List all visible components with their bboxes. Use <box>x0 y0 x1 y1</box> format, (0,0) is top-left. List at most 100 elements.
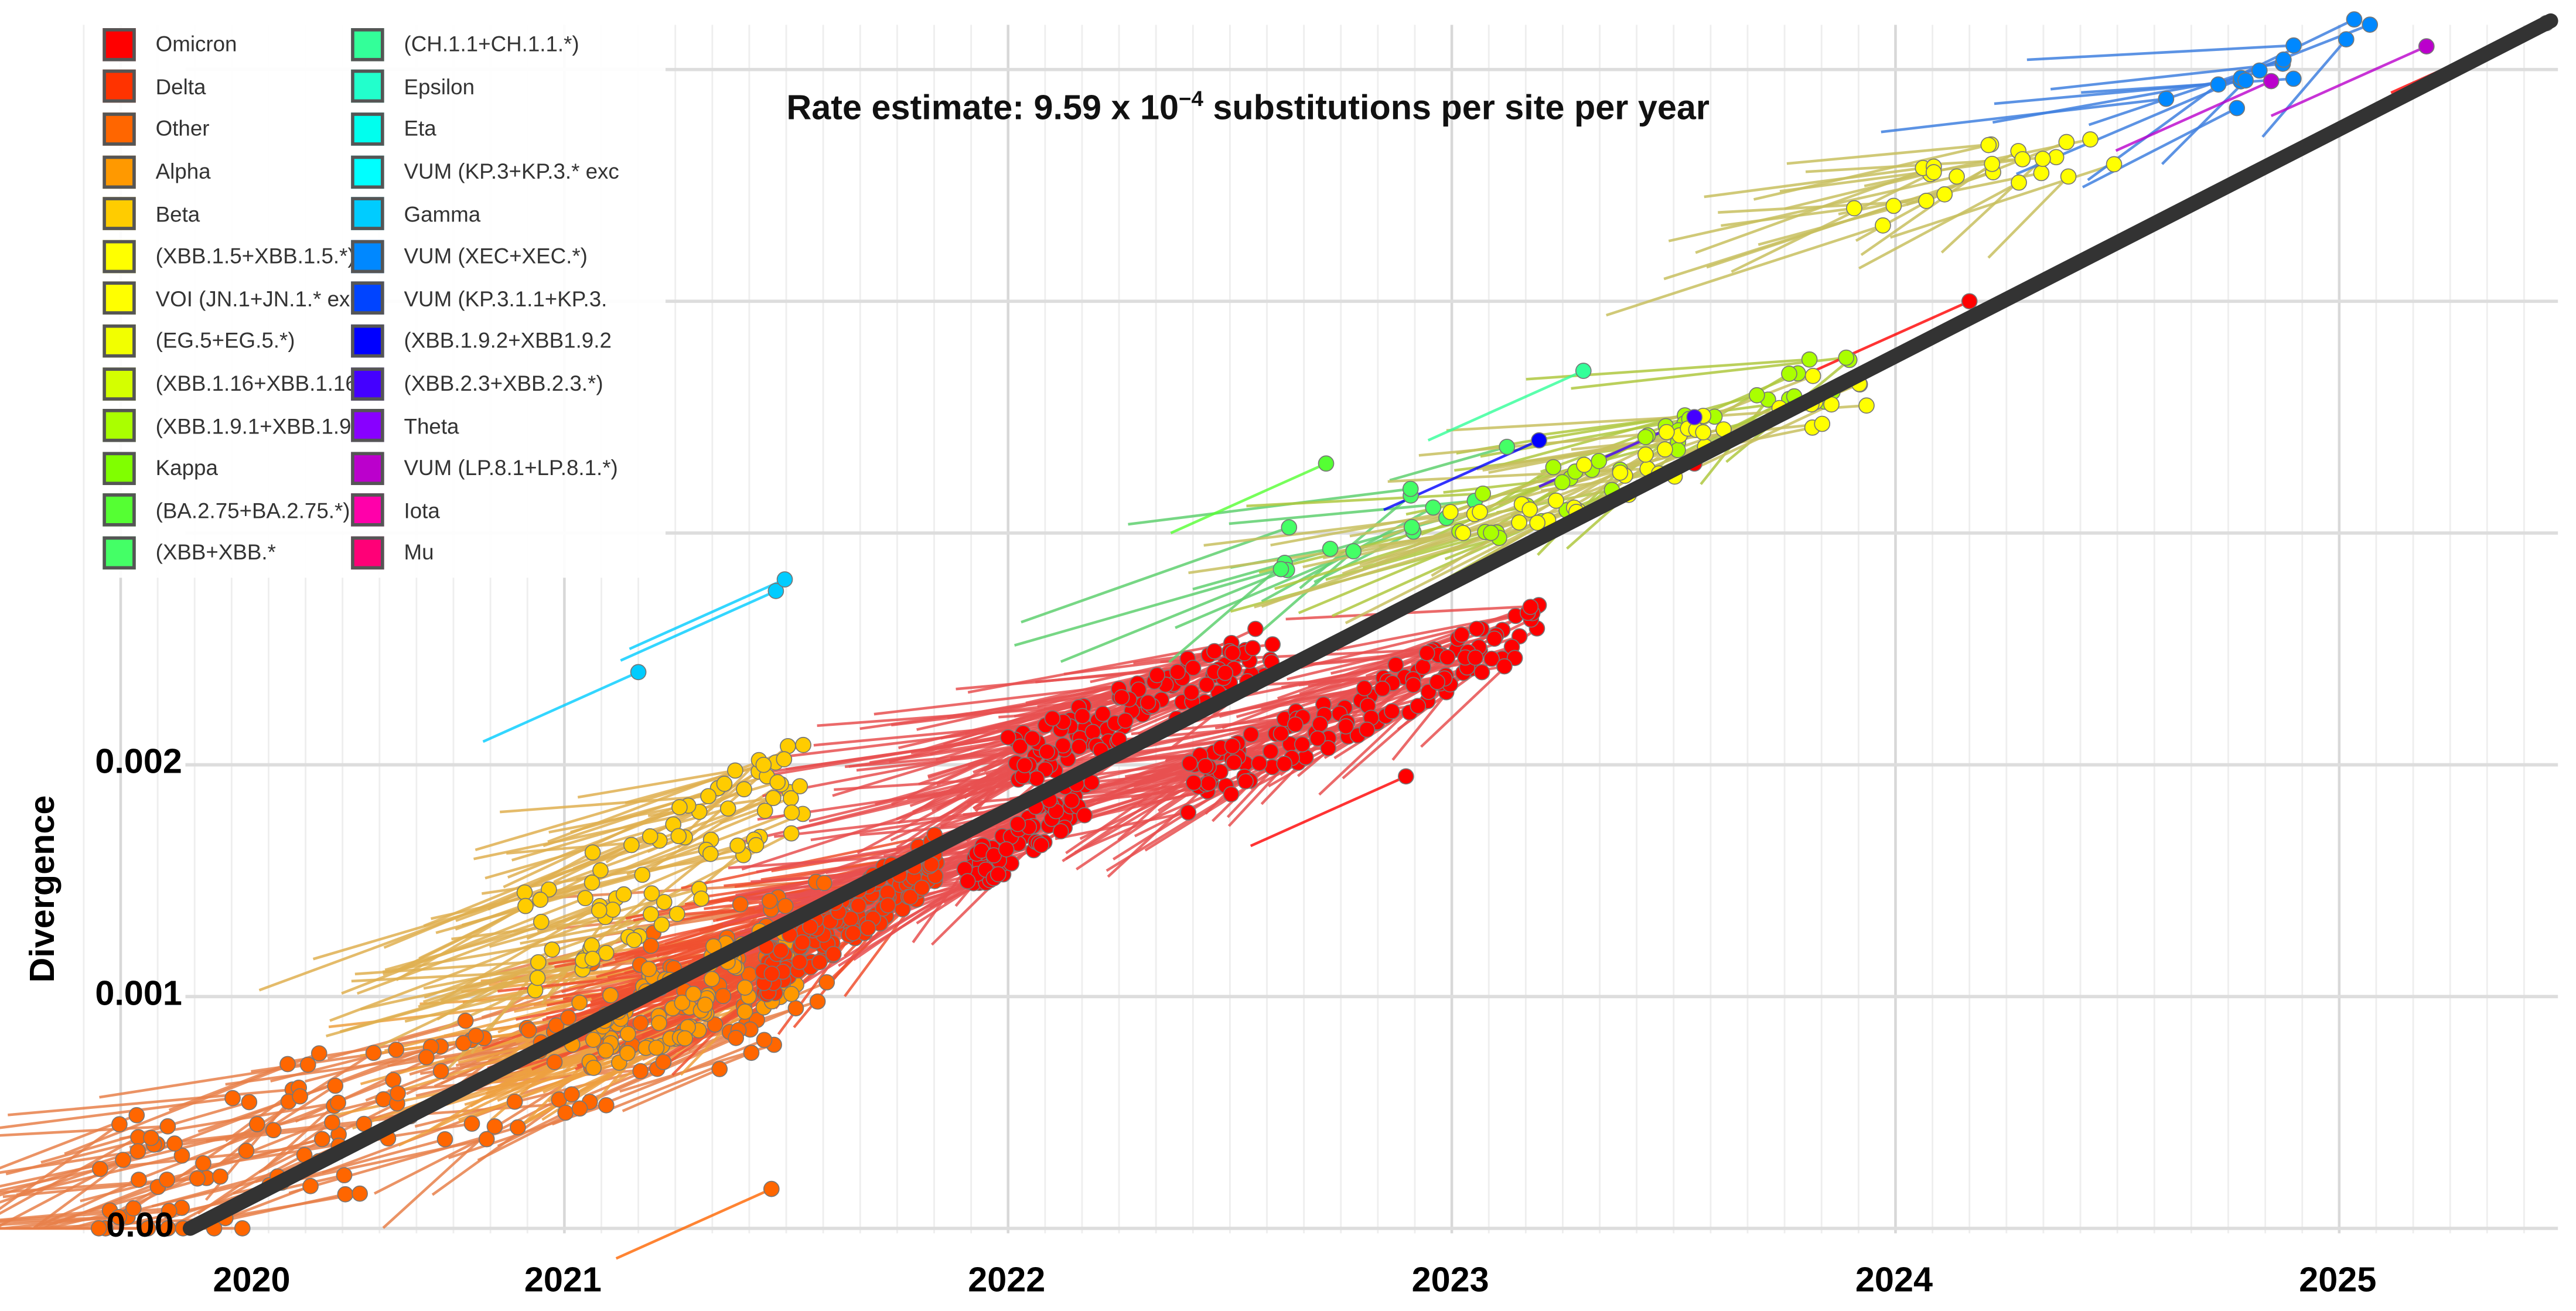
point-beta <box>670 828 687 845</box>
point-omicron <box>990 866 1006 883</box>
point-omicron <box>1224 644 1241 661</box>
legend-item[interactable]: (BA.2.75+BA.2.75.*) <box>103 489 351 531</box>
point-omicron <box>1169 664 1186 680</box>
branch-jn-1 <box>1889 163 2115 239</box>
point-other <box>728 1030 745 1046</box>
legend-item[interactable]: Epsilon <box>351 66 666 108</box>
legend-swatch <box>351 367 384 400</box>
legend-item[interactable]: Iota <box>351 489 666 531</box>
legend-item[interactable]: VOI (JN.1+JN.1.* exclu <box>103 278 351 320</box>
point-beta <box>769 774 786 791</box>
branch <box>629 578 786 650</box>
branch-alpha <box>458 1066 595 1124</box>
point-beta <box>533 913 550 930</box>
branch-beta <box>685 759 760 835</box>
branch-other <box>295 1042 464 1123</box>
legend-item[interactable]: Theta <box>351 405 666 447</box>
point-alpha <box>704 971 720 988</box>
legend-item[interactable]: (XBB.1.5+XBB.1.5.*) <box>103 235 351 277</box>
legend-item[interactable]: VUM (XEC+XEC.*) <box>351 235 666 277</box>
branch-other <box>0 1097 233 1129</box>
legend-item[interactable]: (XBB+XBB.* <box>103 531 351 573</box>
legend-item[interactable]: VUM (LP.8.1+LP.8.1.*) <box>351 447 666 489</box>
point-omicron <box>1055 737 1072 754</box>
point-omicron <box>1439 649 1456 665</box>
point-xbb <box>1345 543 1362 559</box>
point-other <box>234 1220 251 1237</box>
point-other <box>436 1131 453 1148</box>
branch-beta <box>437 977 539 1080</box>
point-other <box>375 1091 392 1108</box>
point-beta <box>702 845 719 862</box>
point <box>763 1180 780 1197</box>
point-xbb <box>1272 561 1289 578</box>
point-omicron <box>999 729 1016 746</box>
point-other <box>506 1093 523 1110</box>
legend-swatch <box>351 494 384 527</box>
point-beta <box>626 931 643 948</box>
branch-omicron <box>859 688 1139 730</box>
point-xec <box>2338 31 2355 47</box>
legend-item[interactable]: Alpha <box>103 151 351 193</box>
point-other <box>279 1056 296 1073</box>
point-other <box>388 1042 405 1058</box>
legend-item[interactable]: Kappa <box>103 447 351 489</box>
point-other <box>560 1009 576 1026</box>
point-beta <box>544 941 561 958</box>
legend-label: (XBB.1.5+XBB.1.5.*) <box>155 244 352 269</box>
point-jn-1 <box>2033 165 2050 182</box>
legend-item[interactable]: (XBB.1.9.1+XBB.1.9.1. <box>103 405 351 447</box>
legend-item[interactable]: Other <box>103 108 351 150</box>
branch-xbb <box>1313 530 1414 583</box>
point-alpha <box>619 1044 636 1061</box>
branch-omicron <box>1062 764 1206 862</box>
point-omicron <box>1117 712 1134 729</box>
legend-item[interactable]: VUM (KP.3+KP.3.* exc <box>351 151 666 193</box>
branch-jn-1 <box>1858 181 2020 270</box>
legend-label: (XBB.2.3+XBB.2.3.*) <box>404 371 603 396</box>
point-delta <box>763 965 780 982</box>
point-other <box>111 1116 128 1133</box>
branch-omicron <box>756 825 1029 873</box>
point-xbb-1-9-1 <box>1545 459 1562 476</box>
legend-item[interactable]: Omicron <box>103 23 351 66</box>
point-omicron <box>1039 743 1055 760</box>
legend-item[interactable]: (XBB.2.3+XBB.2.3.*) <box>351 362 666 404</box>
branch-xbb-1-5 <box>1203 510 1480 547</box>
legend-item[interactable]: Gamma <box>351 193 666 235</box>
point-delta <box>825 945 842 962</box>
x-tick-label: 2025 <box>2299 1261 2377 1300</box>
point-alpha <box>651 1015 667 1032</box>
point-omicron <box>1071 738 1087 755</box>
point-jn-1 <box>1936 186 1953 203</box>
legend-swatch <box>103 409 136 442</box>
point-other <box>115 1152 131 1168</box>
point-omicron <box>1387 656 1404 673</box>
legend-item[interactable]: Delta <box>103 66 351 108</box>
branch-beta <box>473 810 700 861</box>
legend-item[interactable]: (XBB.1.16+XBB.1.16.*) <box>103 362 351 404</box>
legend-item[interactable]: VUM (KP.3.1.1+KP.3. <box>351 278 666 320</box>
legend-label: (BA.2.75+BA.2.75.*) <box>155 498 350 523</box>
branch-jn-1 <box>1940 158 2044 254</box>
legend-item[interactable]: (XBB.1.9.2+XBB1.9.2 <box>351 320 666 362</box>
branch-other <box>8 1088 293 1117</box>
legend-item[interactable]: Eta <box>351 108 666 150</box>
point <box>1575 363 1592 379</box>
legend-item[interactable]: Beta <box>103 193 351 235</box>
legend-swatch <box>103 240 136 273</box>
point-beta <box>736 781 752 798</box>
point-other <box>732 896 749 913</box>
legend-item[interactable]: (EG.5+EG.5.*) <box>103 320 351 362</box>
point-omicron <box>1468 620 1485 637</box>
point-omicron <box>1197 758 1214 774</box>
point-omicron <box>1206 643 1223 660</box>
branch-jn-1 <box>1721 207 1855 227</box>
legend-item[interactable]: Mu <box>351 531 666 573</box>
legend-label: Theta <box>404 413 459 438</box>
point-beta <box>653 916 670 933</box>
legend-item[interactable]: (CH.1.1+CH.1.1.*) <box>351 23 666 66</box>
point-omicron <box>1084 723 1101 740</box>
point-other <box>632 1015 649 1032</box>
point-other <box>418 1049 435 1066</box>
